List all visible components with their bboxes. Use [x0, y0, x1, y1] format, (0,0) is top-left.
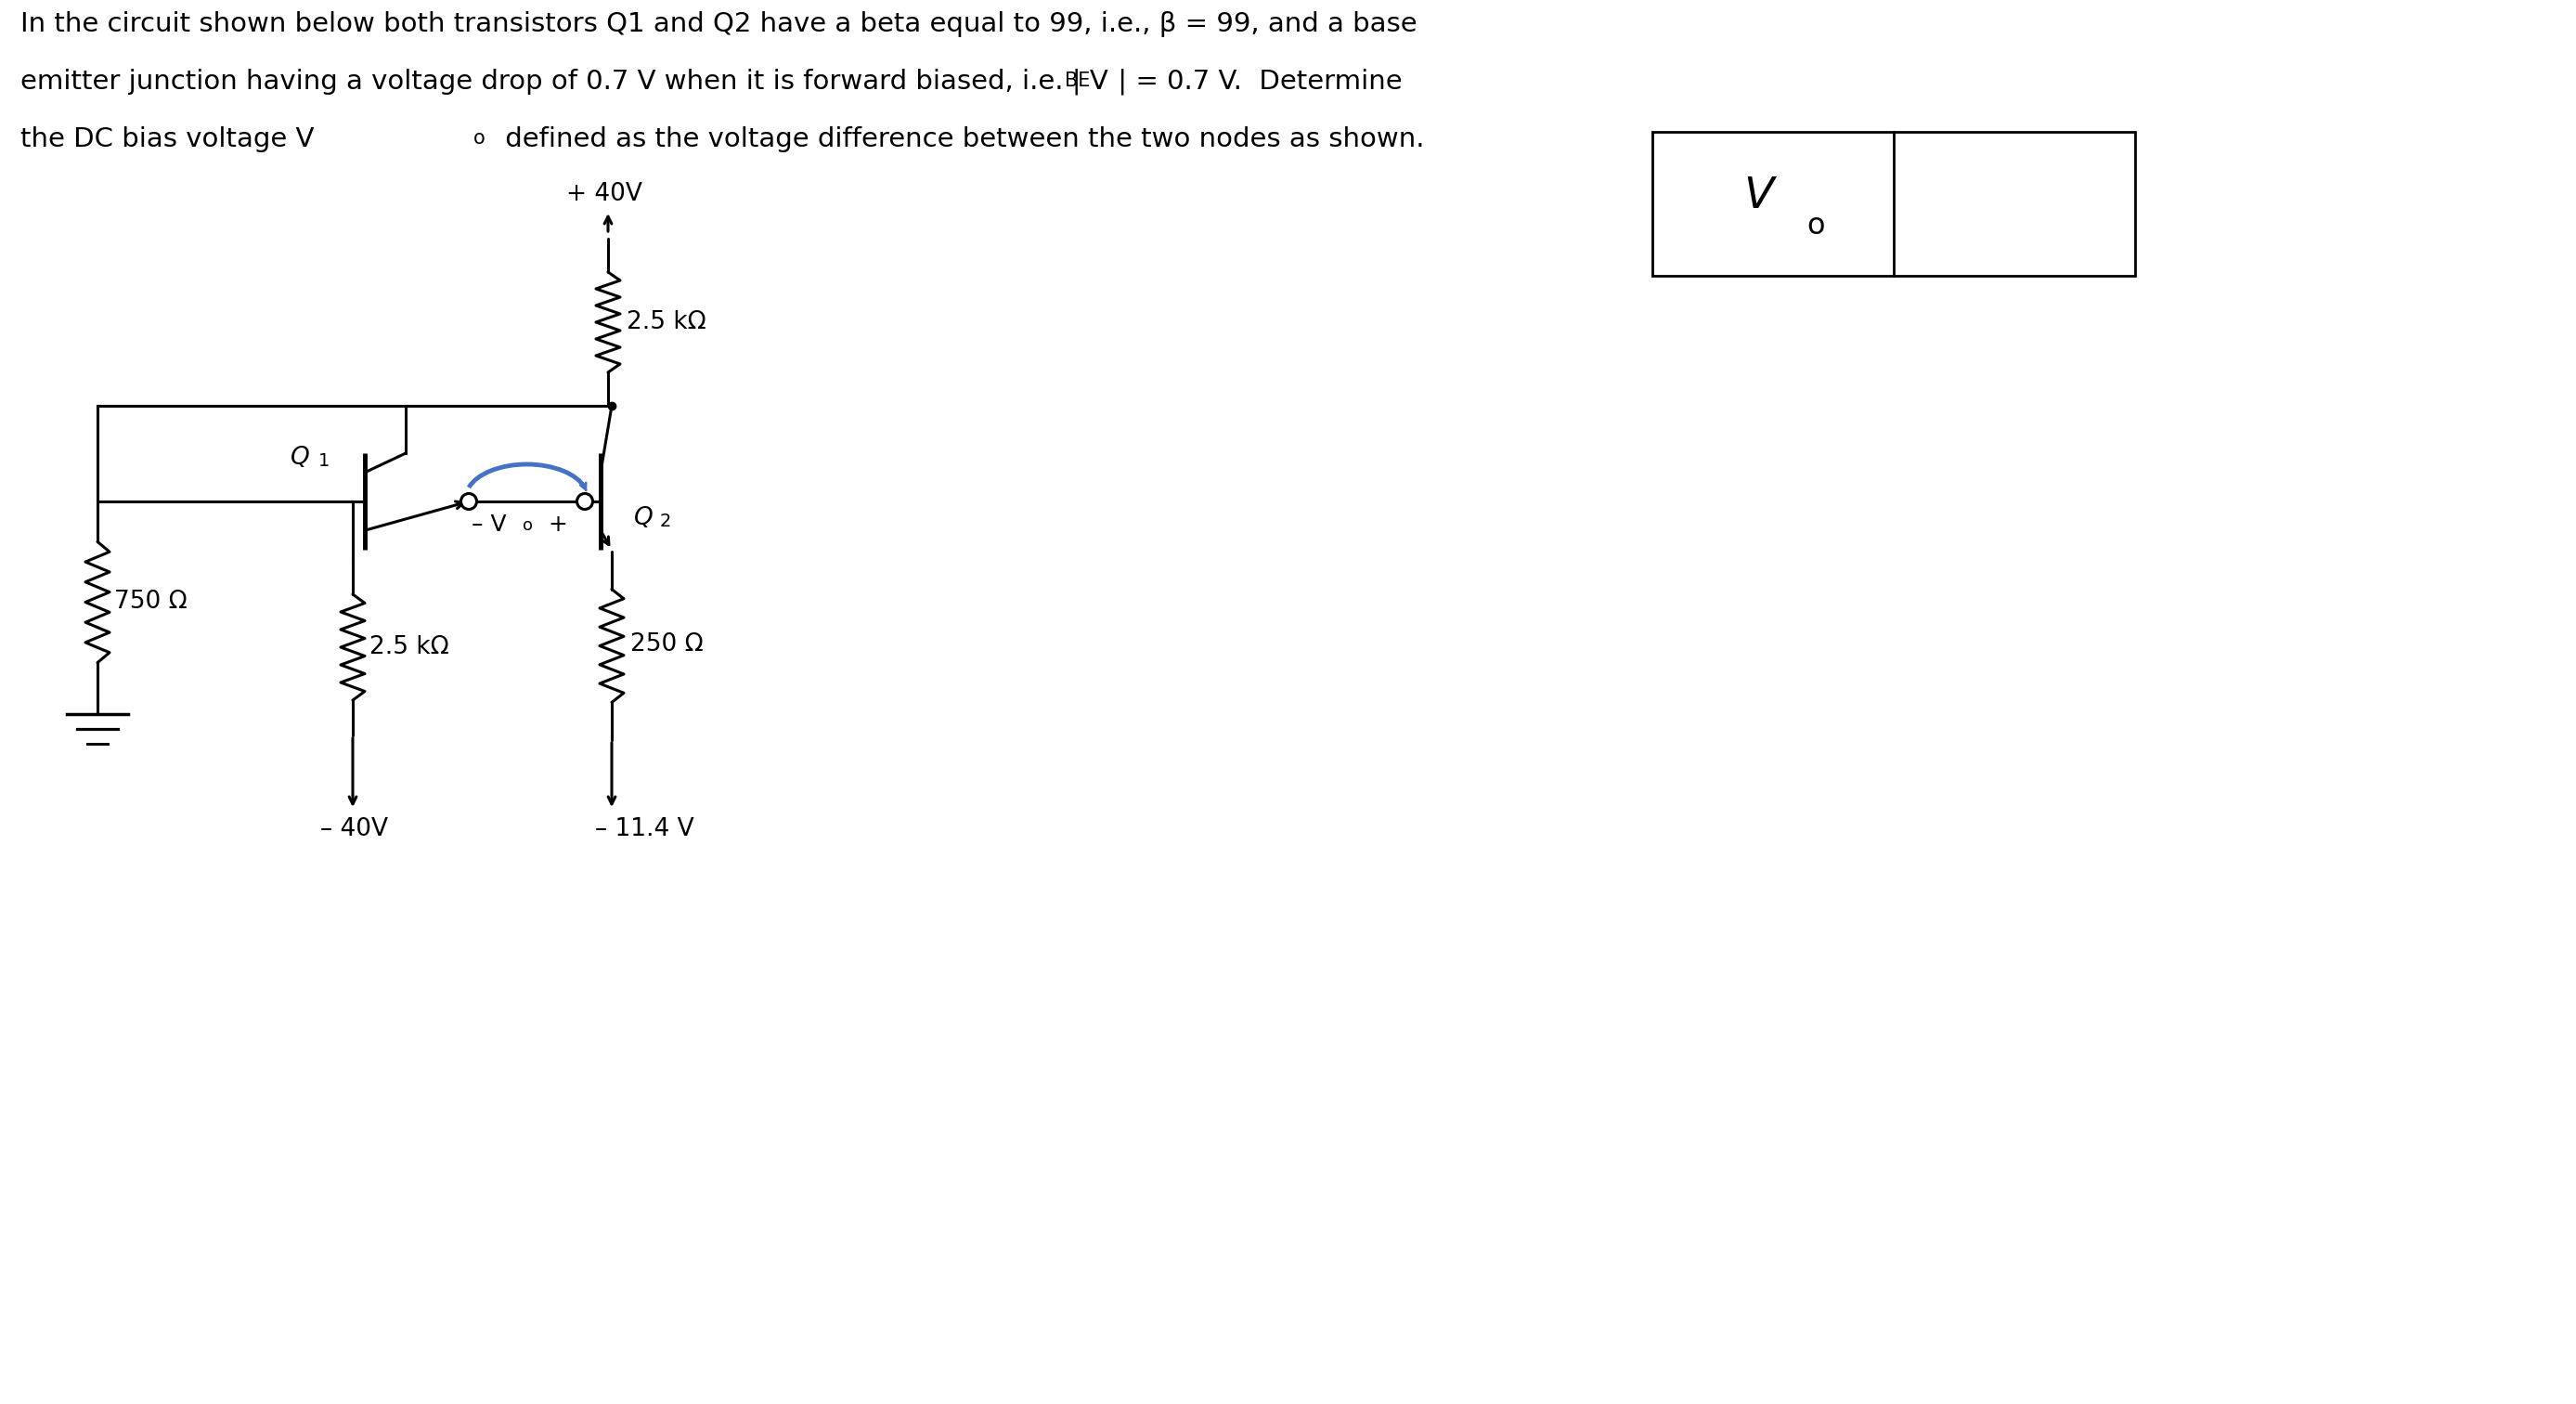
Text: the DC bias voltage V: the DC bias voltage V: [21, 126, 314, 152]
Text: 2: 2: [659, 512, 672, 531]
Text: 250 Ω: 250 Ω: [631, 633, 703, 657]
Circle shape: [577, 494, 592, 510]
Text: V: V: [1744, 176, 1775, 218]
Text: o: o: [523, 517, 533, 534]
Text: – 11.4 V: – 11.4 V: [595, 817, 693, 841]
Text: emitter junction having a voltage drop of 0.7 V when it is forward biased, i.e. : emitter junction having a voltage drop o…: [21, 69, 1108, 95]
Text: BE: BE: [1064, 72, 1090, 90]
Circle shape: [461, 494, 477, 510]
Text: + 40V: + 40V: [567, 183, 641, 206]
Text: defined as the voltage difference between the two nodes as shown.: defined as the voltage difference betwee…: [497, 126, 1425, 152]
Text: 2.5 kΩ: 2.5 kΩ: [368, 635, 448, 660]
Bar: [1651, 132, 2136, 275]
Text: – 40V: – 40V: [319, 817, 389, 841]
Text: – V: – V: [471, 514, 507, 536]
Text: o: o: [1806, 212, 1824, 240]
Text: Q: Q: [634, 505, 654, 531]
Text: Q: Q: [291, 445, 309, 470]
Text: 2.5 kΩ: 2.5 kΩ: [626, 310, 706, 334]
Text: +: +: [549, 514, 567, 536]
Text: | = 0.7 V.  Determine: | = 0.7 V. Determine: [1110, 69, 1401, 95]
Text: o: o: [474, 129, 484, 147]
Text: In the circuit shown below both transistors Q1 and Q2 have a beta equal to 99, i: In the circuit shown below both transist…: [21, 11, 1417, 37]
Text: 750 Ω: 750 Ω: [113, 590, 188, 615]
Text: 1: 1: [319, 452, 330, 470]
